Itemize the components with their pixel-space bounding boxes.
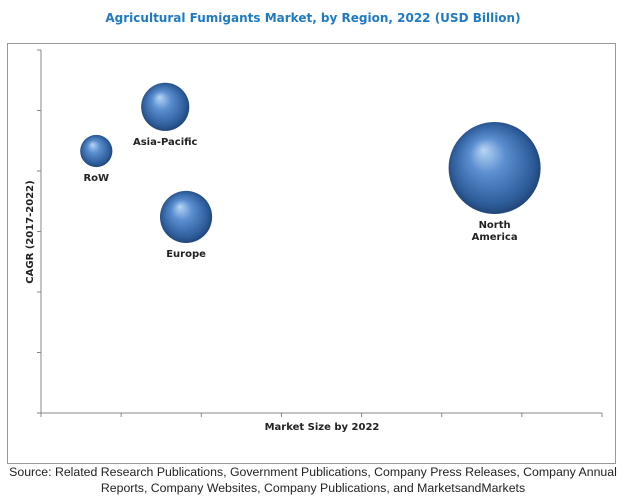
chart-title: Agricultural Fumigants Market, by Region…	[105, 11, 520, 25]
bubble-chart: Agricultural Fumigants Market, by Region…	[7, 11, 616, 464]
source-note: Source: Related Research Publications, G…	[9, 465, 617, 495]
bubble-europe	[160, 190, 213, 244]
plot-frame	[7, 43, 616, 464]
bubble-row	[80, 134, 113, 168]
bubble-label: RoW	[83, 173, 109, 184]
bubble-north-america	[448, 121, 541, 214]
bubble-label: Asia-Pacific	[133, 137, 198, 148]
x-axis-label: Market Size by 2022	[265, 422, 380, 433]
bubble-label: Europe	[166, 249, 206, 260]
y-axis-label: CAGR (2017-2022)	[25, 180, 36, 283]
bubble-asia-pacific	[141, 82, 190, 131]
bubble-label: North America	[472, 220, 518, 243]
